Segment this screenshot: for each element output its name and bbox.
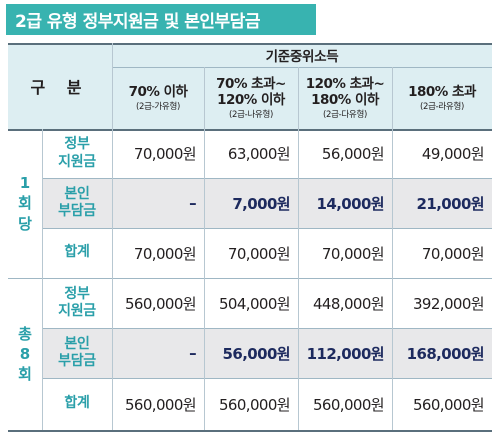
table-cell: 70,000원	[421, 244, 485, 263]
row-label: 정부 지원금	[58, 136, 96, 170]
group-label-char: 8	[19, 344, 31, 363]
header-gubun: 구 분	[8, 43, 112, 129]
table-divider	[204, 67, 205, 430]
table-cell: 14,000원	[316, 194, 385, 213]
column-title: 180% 초과	[408, 83, 476, 100]
header-income-group: 기준중위소득	[112, 43, 492, 67]
row-label: 본인 부담금	[58, 335, 96, 370]
table-divider	[112, 43, 113, 430]
table-cell: 63,000원	[227, 145, 291, 163]
group-label-char: 회	[18, 365, 32, 384]
table-rule	[42, 378, 492, 379]
column-subtitle: (2급-다유형)	[323, 110, 367, 121]
group-label-char: 당	[18, 214, 32, 233]
table-cell: 56,000원	[222, 344, 291, 363]
table-cell: –	[189, 344, 197, 362]
table-cell: 560,000원	[312, 395, 385, 414]
header-column-3: 120% 초과~ 180% 이하 (2급-다유형)	[298, 67, 392, 129]
table-rule	[8, 43, 492, 45]
column-subtitle: (2급-나유형)	[229, 110, 273, 121]
table-cell: 112,000원	[306, 344, 385, 363]
row-label: 본인 부담금	[58, 185, 96, 220]
table-rule	[8, 129, 492, 131]
row-shading	[42, 328, 492, 378]
column-subtitle: (2급-라유형)	[420, 102, 464, 112]
table-title: 2급 유형 정부지원금 및 본인부담금	[6, 4, 316, 35]
table-cell: 560,000원	[218, 395, 291, 414]
table-rule	[8, 278, 492, 279]
column-title: 70% 이하	[128, 83, 188, 100]
table-divider	[392, 67, 393, 430]
table-cell: 560,000원	[412, 395, 485, 414]
table-cell: 70,000원	[133, 145, 197, 163]
group-label-char: 회	[18, 194, 32, 213]
row-label: 합계	[64, 395, 90, 412]
header-column-2: 70% 초과~ 120% 이하 (2급-나유형)	[204, 67, 298, 129]
table-cell: 392,000원	[412, 294, 485, 313]
table-cell: 70,000원	[227, 244, 291, 263]
table-rule	[112, 67, 492, 68]
row-label: 정부 지원금	[58, 285, 96, 320]
header-column-4: 180% 초과 (2급-라유형)	[392, 67, 492, 129]
table-cell: 504,000원	[218, 294, 291, 313]
table-rule	[8, 430, 492, 432]
table-divider	[42, 129, 43, 430]
table-cell: 168,000원	[406, 344, 485, 363]
group-label-char: 1	[19, 174, 31, 193]
column-subtitle: (2급-가유형)	[136, 102, 180, 112]
table-cell: 56,000원	[321, 145, 385, 163]
table-rule	[42, 328, 492, 329]
row-shading	[42, 178, 492, 228]
column-title: 70% 초과~ 120% 이하	[216, 75, 286, 108]
table-cell: 560,000원	[124, 395, 197, 414]
group-label-char: 총	[18, 324, 32, 343]
table-cell: 70,000원	[321, 244, 385, 263]
table-rule	[42, 178, 492, 179]
column-title: 120% 초과~ 180% 이하	[305, 75, 385, 108]
row-label: 합계	[64, 244, 90, 261]
table-cell: –	[189, 194, 197, 212]
table-cell: 448,000원	[312, 294, 385, 313]
table-cell: 49,000원	[421, 145, 485, 163]
table-cell: 7,000원	[232, 194, 290, 213]
table-divider	[298, 67, 299, 430]
header-column-1: 70% 이하 (2급-가유형)	[112, 67, 204, 129]
table-cell: 21,000원	[416, 194, 485, 213]
table-cell: 560,000원	[124, 294, 197, 313]
table-cell: 70,000원	[133, 244, 197, 263]
table-rule	[42, 228, 492, 229]
